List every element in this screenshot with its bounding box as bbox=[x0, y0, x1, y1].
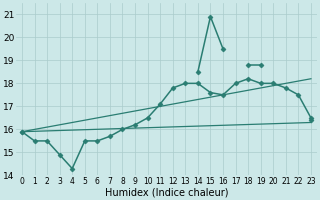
X-axis label: Humidex (Indice chaleur): Humidex (Indice chaleur) bbox=[105, 187, 228, 197]
